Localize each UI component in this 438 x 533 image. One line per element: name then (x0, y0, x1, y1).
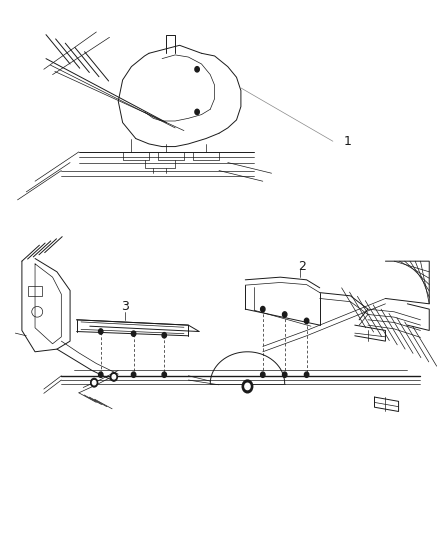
Circle shape (99, 372, 103, 377)
Text: 1: 1 (344, 135, 352, 148)
Text: 3: 3 (121, 300, 129, 313)
Circle shape (91, 378, 98, 387)
Circle shape (195, 67, 199, 72)
Circle shape (112, 375, 116, 379)
Circle shape (162, 333, 166, 338)
Circle shape (195, 109, 199, 115)
Circle shape (283, 312, 287, 317)
Circle shape (304, 318, 309, 324)
Circle shape (245, 383, 250, 390)
Text: 2: 2 (298, 260, 306, 273)
Circle shape (283, 372, 287, 377)
Ellipse shape (32, 306, 43, 317)
Circle shape (162, 372, 166, 377)
Circle shape (110, 373, 117, 381)
Circle shape (261, 306, 265, 312)
Circle shape (131, 372, 136, 377)
Circle shape (261, 372, 265, 377)
Circle shape (242, 380, 253, 393)
Circle shape (131, 331, 136, 336)
Circle shape (92, 381, 96, 385)
Circle shape (99, 329, 103, 334)
Circle shape (304, 372, 309, 377)
FancyBboxPatch shape (28, 286, 42, 296)
